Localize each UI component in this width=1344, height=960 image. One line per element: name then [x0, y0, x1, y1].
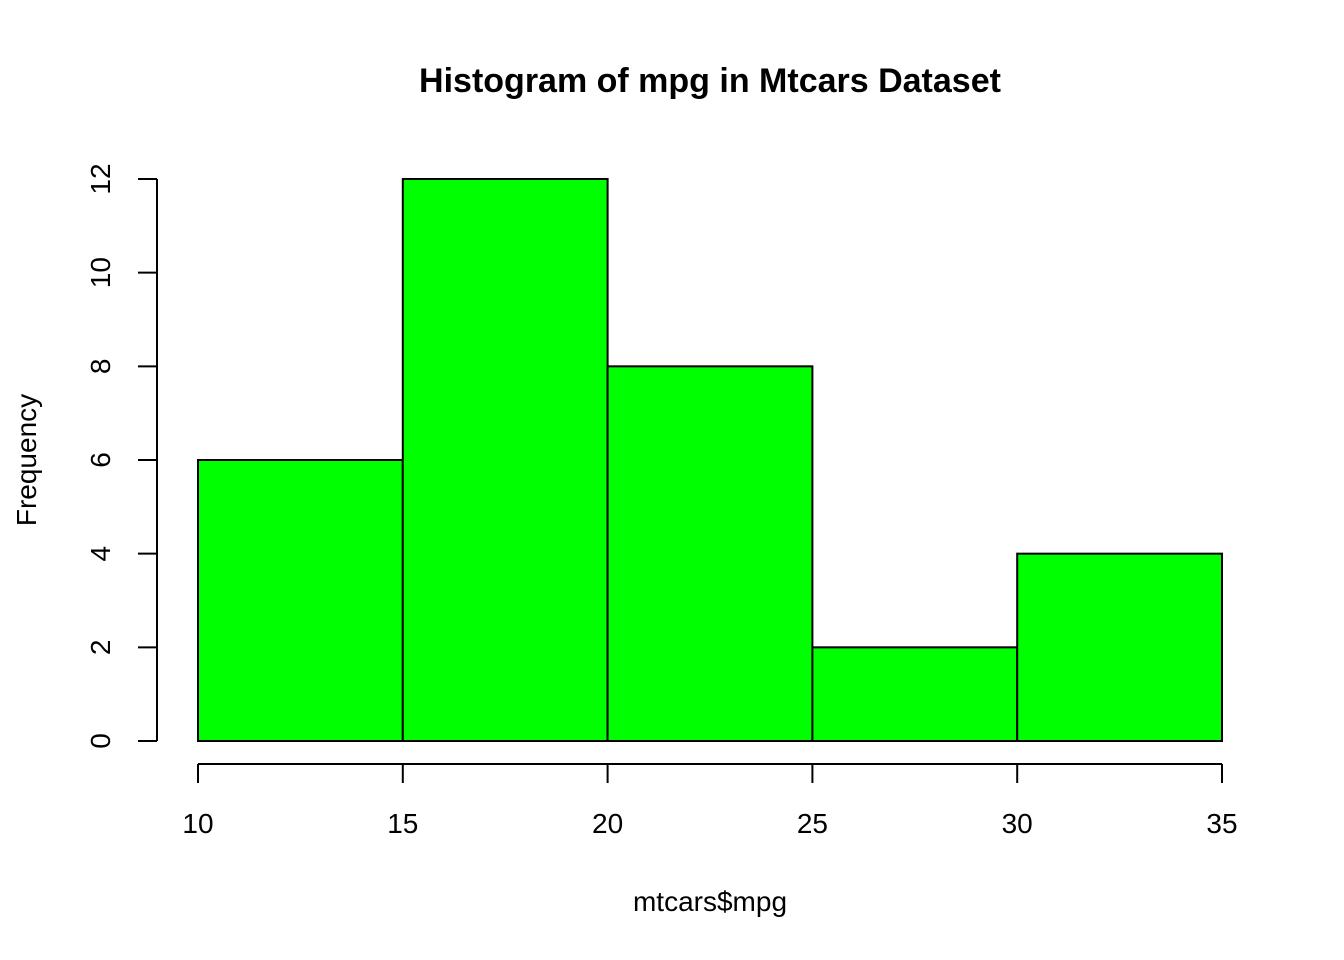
histogram-bar-10-15 [197, 459, 404, 742]
x-axis: 10 15 20 25 30 35 [182, 763, 1238, 839]
x-tick-label: 30 [1002, 808, 1033, 839]
y-axis: 0 2 4 6 8 10 12 [85, 163, 158, 749]
histogram-bar-15-20 [401, 178, 609, 742]
x-tick-label: 10 [182, 808, 213, 839]
histogram-bar-30-35 [1016, 552, 1224, 743]
y-tick-label: 0 [85, 733, 116, 749]
y-tick-label: 8 [85, 359, 116, 375]
y-tick-label: 2 [85, 640, 116, 656]
bars-group [197, 178, 1224, 743]
y-tick-label: 6 [85, 452, 116, 468]
y-axis-label: Frequency [11, 394, 42, 526]
x-tick-label: 15 [387, 808, 418, 839]
histogram-bar-20-25 [606, 365, 814, 742]
x-tick-label: 35 [1206, 808, 1237, 839]
x-tick-label: 25 [797, 808, 828, 839]
chart-title: Histogram of mpg in Mtcars Dataset [419, 62, 1001, 100]
histogram-bar-25-30 [811, 646, 1019, 742]
y-tick-label: 10 [85, 257, 116, 288]
x-tick-label: 20 [592, 808, 623, 839]
x-axis-label: mtcars$mpg [633, 886, 787, 917]
y-tick-label: 4 [85, 546, 116, 562]
y-tick-label: 12 [85, 163, 116, 194]
